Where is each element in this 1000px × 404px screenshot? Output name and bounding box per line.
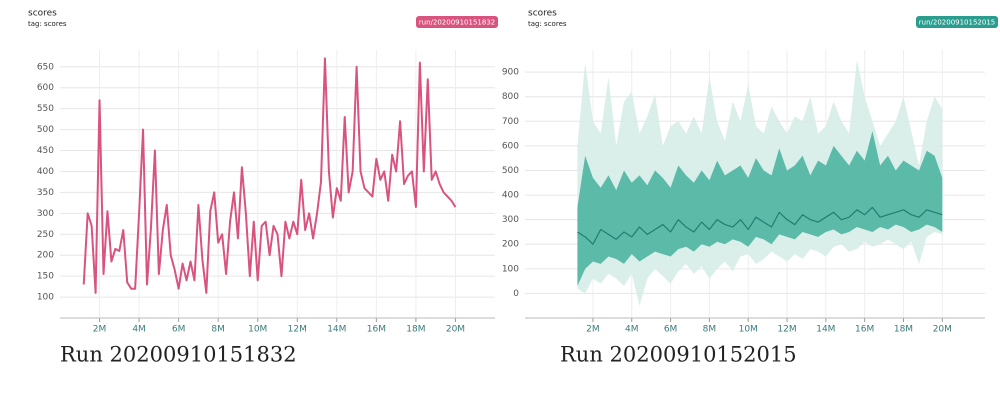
y-tick-label: 600: [502, 141, 519, 151]
y-tick-label: 550: [37, 104, 54, 114]
x-tick-label: 8M: [703, 325, 717, 335]
y-tick-label: 250: [37, 230, 54, 240]
y-tick-label: 500: [37, 125, 54, 135]
legend-badge: [416, 16, 498, 28]
y-tick-label: 300: [502, 215, 519, 225]
y-tick-label: 300: [37, 209, 54, 219]
line: [82, 57, 457, 294]
y-tick-label: 900: [502, 68, 519, 78]
x-tick-label: 20M: [446, 325, 465, 335]
y-tick-label: 800: [502, 92, 519, 102]
y-tick-label: 200: [502, 240, 519, 250]
y-tick-label: 400: [37, 167, 54, 177]
x-tick-label: 18M: [406, 325, 425, 335]
chart-subtitle: tag: scores: [28, 20, 67, 28]
caption: Run 20200910152015: [560, 343, 797, 367]
legend-label: run/20200910151832: [419, 19, 495, 27]
x-tick-label: 6M: [664, 325, 678, 335]
x-tick-label: 2M: [93, 325, 107, 335]
chart-subtitle: tag: scores: [528, 20, 567, 28]
x-tick-label: 16M: [367, 325, 386, 335]
y-tick-label: 150: [37, 272, 54, 282]
x-tick-label: 4M: [132, 325, 146, 335]
x-tick-label: 10M: [248, 325, 267, 335]
y-tick-label: 100: [37, 293, 54, 303]
x-tick-label: 14M: [327, 325, 346, 335]
chart-title: scores: [528, 9, 557, 19]
y-tick-label: 200: [37, 251, 54, 261]
chart-title: scores: [28, 9, 57, 19]
legend-badge: [916, 16, 998, 28]
y-tick-label: 700: [502, 117, 519, 127]
x-tick-label: 18M: [894, 325, 913, 335]
y-tick-label: 0: [513, 289, 519, 299]
caption: Run 20200910151832: [60, 343, 297, 367]
y-tick-label: 500: [502, 166, 519, 176]
y-tick-label: 650: [37, 62, 54, 72]
x-tick-label: 2M: [586, 325, 600, 335]
line: [577, 206, 943, 245]
x-tick-label: 16M: [855, 325, 874, 335]
x-tick-label: 14M: [816, 325, 835, 335]
x-tick-label: 8M: [211, 325, 225, 335]
x-tick-label: 4M: [625, 325, 639, 335]
x-tick-label: 20M: [933, 325, 952, 335]
x-tick-label: 12M: [288, 325, 307, 335]
x-tick-label: 6M: [172, 325, 186, 335]
legend-label: run/20200910152015: [919, 19, 995, 27]
y-tick-label: 450: [37, 146, 54, 156]
band: [577, 131, 943, 287]
y-tick-label: 100: [502, 264, 519, 274]
y-tick-label: 350: [37, 188, 54, 198]
y-tick-label: 600: [37, 83, 54, 93]
y-tick-label: 400: [502, 191, 519, 201]
x-tick-label: 12M: [777, 325, 796, 335]
x-tick-label: 10M: [739, 325, 758, 335]
